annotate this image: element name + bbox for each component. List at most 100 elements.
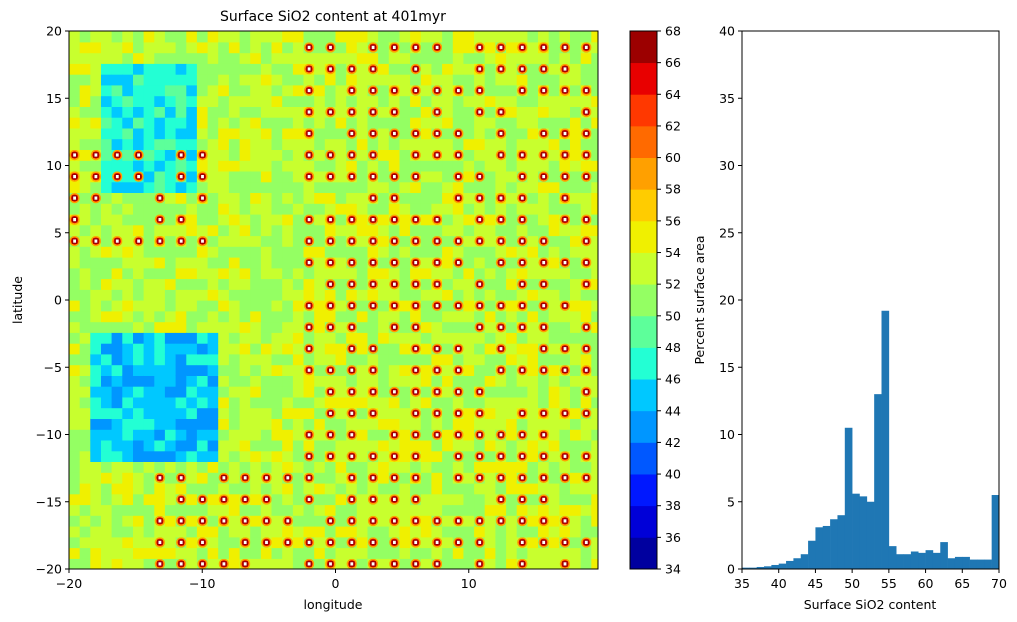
- contour-gap: [329, 411, 332, 415]
- contour-cell: [410, 106, 422, 118]
- contour-cell: [474, 203, 486, 215]
- contour-cell: [420, 493, 433, 506]
- contour-gap: [584, 368, 588, 372]
- contour-cell: [154, 31, 166, 43]
- contour-cell: [154, 526, 166, 538]
- contour-cell: [271, 84, 283, 97]
- contour-cell: [452, 224, 465, 237]
- contour-cell: [228, 386, 241, 398]
- contour-cell: [367, 332, 379, 344]
- contour-cell: [356, 482, 369, 495]
- contour-cell: [282, 192, 294, 204]
- contour-gap: [414, 67, 418, 71]
- contour-cell: [143, 213, 155, 226]
- contour-cell: [90, 95, 102, 107]
- contour-cell: [420, 558, 433, 569]
- contour-cell: [69, 127, 81, 140]
- contour-cell: [495, 203, 507, 215]
- contour-cell: [570, 418, 582, 430]
- contour-cell: [122, 246, 134, 258]
- contour-gap: [73, 196, 76, 200]
- contour-cell: [101, 482, 113, 495]
- contour-cell: [495, 52, 507, 64]
- contour-cell: [346, 310, 358, 323]
- contour-cell: [527, 558, 539, 569]
- contour-cell: [399, 203, 411, 215]
- contour-cell: [516, 203, 528, 215]
- contour-cell: [186, 203, 198, 215]
- contour-cell: [122, 278, 134, 290]
- contour-cell: [207, 84, 219, 97]
- contour-cell: [463, 63, 475, 75]
- contour-cell: [207, 213, 219, 226]
- contour-cell: [79, 332, 91, 344]
- contour-cell: [69, 267, 81, 280]
- contour-cell: [484, 149, 496, 161]
- contour-cell: [228, 439, 241, 452]
- contour-cell: [559, 289, 571, 301]
- contour-cell: [484, 74, 496, 86]
- contour-cell: [378, 203, 390, 215]
- contour-cell: [175, 52, 187, 64]
- contour-cell: [228, 493, 241, 506]
- contour-cell: [314, 407, 326, 419]
- contour-cell: [474, 257, 486, 269]
- colorbar-tick-label: 36: [665, 530, 681, 545]
- contour-cell: [367, 31, 379, 43]
- contour-cell: [527, 41, 539, 54]
- contour-cell: [591, 213, 598, 226]
- contour-cell: [346, 504, 358, 516]
- contour-cell: [175, 364, 187, 376]
- contour-cell: [378, 41, 390, 54]
- contour-cell: [133, 246, 145, 258]
- contour-gap: [520, 239, 524, 243]
- contour-gap: [542, 304, 546, 308]
- contour-cell: [538, 106, 550, 118]
- contour-cell: [474, 127, 486, 140]
- contour-cell: [101, 149, 113, 161]
- contour-cell: [324, 160, 337, 172]
- contour-gap: [499, 218, 503, 222]
- contour-gap: [307, 45, 311, 49]
- contour-cell: [399, 461, 411, 473]
- colorbar-tick-label: 60: [665, 150, 681, 165]
- contour-cell: [69, 63, 81, 75]
- contour-cell: [548, 332, 560, 344]
- contour-cell: [79, 493, 91, 506]
- contour-cell: [580, 74, 592, 86]
- contour-cell: [79, 138, 91, 150]
- contour-cell: [452, 482, 465, 495]
- contour-cell: [271, 160, 283, 172]
- contour-cell: [271, 127, 283, 140]
- contour-cell: [559, 235, 571, 247]
- contour-cell: [186, 127, 198, 140]
- contour-cell: [570, 106, 582, 118]
- contour-cell: [410, 246, 422, 258]
- contour-cell: [314, 224, 326, 237]
- contour-cell: [69, 257, 81, 269]
- histogram-y-tick-label: 20: [719, 293, 735, 308]
- contour-gap: [499, 110, 503, 114]
- contour-cell: [399, 515, 411, 527]
- contour-cell: [420, 84, 433, 97]
- contour-cell: [484, 353, 496, 366]
- contour-cell: [410, 289, 422, 301]
- contour-cell: [559, 117, 571, 129]
- contour-cell: [463, 149, 475, 161]
- sio2-contour-field: [69, 31, 598, 569]
- contour-cell: [378, 235, 390, 247]
- contour-gap: [243, 497, 247, 501]
- contour-cell: [324, 310, 337, 323]
- contour-cell: [346, 52, 358, 64]
- contour-cell: [196, 117, 209, 129]
- contour-cell: [314, 235, 326, 247]
- contour-cell: [474, 181, 486, 193]
- contour-cell: [122, 257, 134, 269]
- contour-cell: [175, 117, 187, 129]
- contour-cell: [69, 224, 81, 237]
- contour-gap: [329, 45, 332, 49]
- contour-cell: [154, 95, 166, 107]
- contour-cell: [69, 504, 81, 516]
- contour-cell: [207, 181, 219, 193]
- contour-cell: [484, 235, 496, 247]
